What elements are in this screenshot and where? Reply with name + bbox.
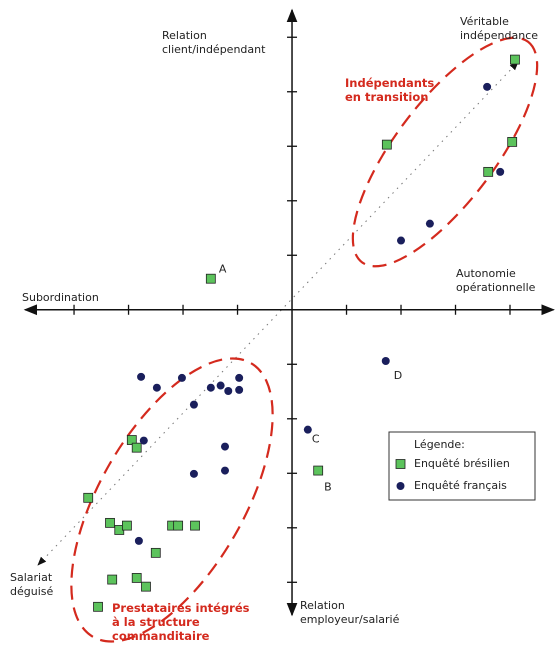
point [303,425,312,434]
point [131,442,142,453]
point [131,573,142,583]
point [177,373,186,382]
point [190,520,200,531]
legend-box [388,431,536,501]
point [496,167,505,176]
point [139,436,148,445]
point [235,385,244,394]
point [141,581,151,592]
point [483,166,494,177]
point-label: D [394,369,402,382]
point [220,442,229,451]
group-annotation-line: Prestataires intégrés [112,601,250,615]
group-ellipse [70,357,274,643]
y-axis-label-bottom: Relation employeur/salarié [300,599,400,626]
group-annotation-line: en transition [345,90,428,104]
x-axis-label-line: Autonomie [456,267,516,280]
corner-label-line: Véritable [460,15,509,28]
point [173,520,184,531]
y-axis-label: Relation client/indépendant [162,29,266,56]
legend-marker [395,459,406,469]
point [381,139,392,150]
y-axis-label-line: client/indépendant [162,43,266,56]
point [425,219,434,228]
point [313,465,324,476]
legend-entry: Enquêté brésilien [414,457,510,470]
x-axis-label-left: Subordination [22,291,99,304]
point [483,82,492,91]
point [137,372,146,381]
point-label: A [219,263,227,276]
x-axis-label: Autonomie opérationnelle [456,267,536,294]
point [220,466,229,475]
corner-label-line: Salariat [10,571,53,584]
group-annotation-line: à la structure [112,615,200,629]
point [150,547,161,558]
legend-title: Légende: [414,438,465,451]
corner-label-line: indépendance [460,29,538,42]
point [189,469,198,478]
group-annotation: Indépendants en transition [345,76,434,104]
point [189,400,198,409]
point [152,383,161,392]
point [507,137,518,147]
corner-label-line: déguisé [10,585,53,598]
point [105,517,115,528]
point-label: B [324,481,332,494]
point [206,383,215,392]
point [397,236,406,245]
point [205,273,216,284]
legend-entry: Enquêté français [414,479,507,492]
corner-label: Véritable indépendance [460,15,538,42]
point [107,574,118,585]
point [93,601,103,612]
point [83,492,94,503]
diagonal [37,61,519,566]
point [510,54,520,65]
point [224,386,233,395]
point [122,520,132,531]
point [134,536,143,545]
point [381,357,390,366]
point [235,373,244,382]
corner-label: Salariat déguisé [10,571,53,598]
point [216,381,225,390]
y-axis-label-bottom-line: Relation [300,599,345,612]
point [126,435,137,445]
group-annotation-line: commanditaire [112,629,210,643]
point-label: C [312,433,320,446]
y-axis-label-line: Relation [162,29,207,42]
group-annotation-line: Indépendants [345,76,434,90]
group-annotation: Prestataires intégrés à la structure comma… [112,601,250,643]
x-axis-label-line: opérationnelle [456,281,536,294]
group-ellipse [351,36,539,268]
legend-marker [396,482,405,490]
y-axis-label-bottom-line: employeur/salarié [300,613,400,626]
